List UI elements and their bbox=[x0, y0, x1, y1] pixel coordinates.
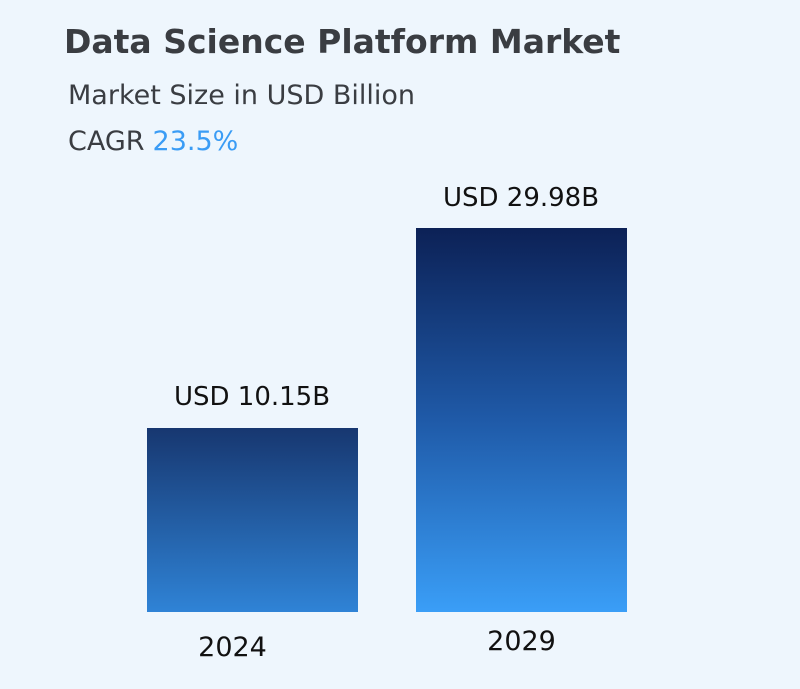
bar-value-label-2029: USD 29.98B bbox=[442, 183, 600, 213]
x-tick-2024: 2024 bbox=[198, 632, 267, 663]
bar-2029 bbox=[416, 228, 627, 612]
chart-subtitle: Market Size in USD Billion bbox=[68, 80, 416, 111]
cagr-value: 23.5% bbox=[152, 126, 239, 157]
cagr-annotation: CAGR 23.5% bbox=[68, 126, 238, 157]
x-tick-2029: 2029 bbox=[487, 626, 556, 657]
cagr-label: CAGR bbox=[68, 126, 145, 157]
chart-title: Data Science Platform Market bbox=[64, 22, 621, 61]
bar-value-label-2024: USD 10.15B bbox=[173, 382, 331, 412]
bar-2024 bbox=[147, 428, 358, 612]
